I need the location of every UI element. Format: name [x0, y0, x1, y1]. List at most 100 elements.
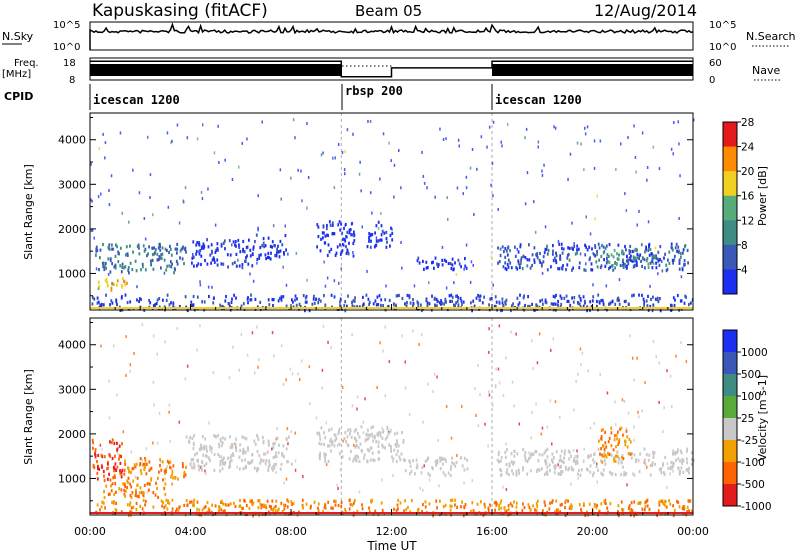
- scatter-point: [573, 408, 575, 412]
- scatter-point: [257, 226, 259, 230]
- scatter-point: [164, 477, 166, 481]
- scatter-point: [538, 332, 541, 336]
- scatter-point: [447, 217, 449, 221]
- scatter-point: [513, 404, 515, 408]
- scatter-point: [596, 194, 598, 198]
- scatter-point: [294, 431, 296, 435]
- echo-region: [254, 233, 287, 261]
- scatter-point: [264, 452, 267, 456]
- colorbar-swatch: [723, 122, 737, 148]
- scatter-point: [629, 334, 631, 338]
- scatter-point: [125, 374, 127, 377]
- scatter-point: [461, 404, 463, 408]
- scatter-point: [377, 227, 380, 231]
- power-y-ticks: 1000 2000 3000 4000: [58, 116, 693, 297]
- scatter-point: [107, 273, 110, 276]
- noise-left-tick-bottom: 10^0: [53, 42, 80, 53]
- scatter-point: [500, 140, 502, 144]
- scatter-point: [400, 241, 402, 244]
- scatter-point: [184, 186, 187, 190]
- scatter-point: [541, 426, 544, 430]
- scatter-point: [327, 340, 329, 344]
- scatter-point: [618, 278, 621, 282]
- colorbar-swatch: [723, 244, 737, 270]
- scatter-point: [463, 267, 465, 271]
- y-tick-label: 3000: [58, 383, 86, 396]
- scatter-point: [579, 347, 582, 351]
- scatter-point: [570, 482, 572, 486]
- colorbar-swatch: [723, 220, 737, 246]
- y-tick-label: 1000: [58, 472, 86, 485]
- scatter-point: [536, 361, 539, 365]
- scatter-point: [678, 217, 680, 220]
- scatter-point: [490, 183, 492, 187]
- scatter-point: [458, 144, 460, 148]
- scatter-point: [208, 421, 210, 425]
- scatter-point: [426, 186, 428, 190]
- echo-region: [316, 220, 356, 258]
- scatter-point: [587, 369, 589, 373]
- velocity-y-ticks: 1000 2000 3000 4000: [58, 321, 693, 502]
- scatter-point: [283, 481, 285, 485]
- scatter-point: [515, 332, 517, 336]
- scatter-point: [643, 460, 646, 464]
- scatter-point: [214, 223, 217, 227]
- scatter-point: [413, 284, 416, 288]
- scatter-point: [360, 189, 362, 193]
- colorbar-swatch: [723, 462, 737, 485]
- scatter-point: [492, 194, 494, 198]
- scatter-point: [623, 473, 625, 477]
- scatter-point: [307, 176, 310, 179]
- scatter-point: [491, 162, 494, 165]
- scatter-point: [366, 269, 368, 273]
- scatter-point: [501, 144, 503, 148]
- scatter-point: [524, 136, 526, 140]
- echo-region: [185, 434, 293, 473]
- scatter-point: [680, 275, 683, 279]
- scatter-point: [384, 325, 386, 329]
- scatter-point: [672, 152, 674, 156]
- scatter-point: [470, 260, 473, 264]
- scatter-point: [306, 122, 308, 125]
- scatter-point: [626, 483, 628, 487]
- scatter-point: [477, 424, 480, 428]
- scatter-point: [574, 455, 576, 458]
- scatter-point: [287, 442, 289, 446]
- scatter-point: [480, 135, 483, 139]
- scatter-point: [540, 432, 543, 436]
- scatter-point: [505, 356, 507, 360]
- scatter-point: [423, 181, 426, 185]
- scatter-point: [344, 150, 346, 153]
- y-tick-label: 3000: [58, 178, 86, 191]
- echo-region: [103, 478, 167, 500]
- scatter-point: [323, 260, 325, 264]
- scatter-point: [346, 128, 349, 132]
- date-title: 12/Aug/2014: [594, 1, 697, 20]
- scatter-point: [100, 344, 102, 348]
- scatter-point: [422, 420, 424, 424]
- scatter-point: [325, 421, 327, 425]
- scatter-point: [297, 372, 299, 376]
- scatter-point: [657, 260, 659, 264]
- colorbar-swatch: [723, 484, 737, 507]
- scatter-point: [284, 224, 286, 228]
- y-tick-label: 4000: [58, 339, 86, 352]
- scatter-point: [351, 333, 353, 337]
- scatter-point: [391, 227, 393, 231]
- scatter-point: [673, 121, 675, 124]
- cpid-row: CPID icescan 1200 rbsp 200 icescan 1200: [4, 84, 582, 110]
- colorbar-tick-label: 12: [741, 215, 754, 227]
- scatter-point: [211, 450, 213, 454]
- scatter-point: [171, 139, 173, 143]
- power-y-axis-label: Slant Range [km]: [22, 164, 35, 260]
- scatter-point: [254, 371, 256, 375]
- scatter-point: [257, 228, 259, 232]
- scatter-point: [337, 487, 339, 490]
- echo-region: [95, 242, 187, 275]
- scatter-point: [436, 375, 438, 379]
- scatter-point: [661, 259, 663, 263]
- echo-region: [404, 456, 469, 478]
- scatter-point: [343, 168, 346, 172]
- scatter-point: [516, 247, 518, 251]
